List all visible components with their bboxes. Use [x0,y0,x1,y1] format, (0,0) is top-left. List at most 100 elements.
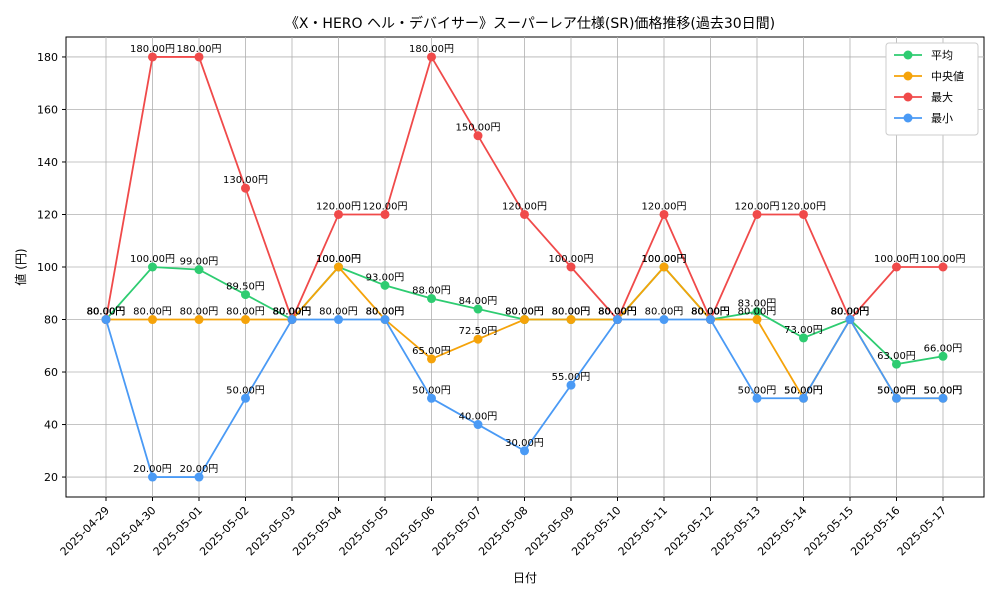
data-label: 80.00円 [273,307,312,318]
data-point [520,446,529,456]
data-label: 83.00円 [738,299,777,310]
y-tick-label: 40 [44,419,58,432]
y-axis-title: 値 (円) [13,248,28,285]
data-point [427,354,436,364]
data-label: 80.00円 [552,307,591,318]
series-layer [101,52,948,482]
legend-label: 中央値 [931,70,964,83]
data-point [148,52,157,62]
x-axis: 2025-04-292025-04-302025-05-012025-05-02… [58,497,949,558]
data-label: 80.00円 [738,307,777,318]
data-point [892,359,901,369]
data-point [892,393,901,403]
data-label: 80.00円 [831,307,870,318]
data-point [148,262,157,272]
legend-marker [903,71,913,81]
data-point [148,472,157,482]
data-label: 65.00円 [412,346,451,357]
data-label: 100.00円 [874,254,919,265]
data-label-layer: 80.00円 100.00円 99.00円 89.50円 80.00円 100.00円 93… [87,44,966,475]
data-point [473,334,483,344]
data-label: 120.00円 [363,201,408,212]
y-axis: 20 40 60 80 100 120 140 160 180 [37,51,66,484]
data-label: 100.00円 [549,254,594,265]
data-label: 100.00円 [316,254,361,265]
data-label: 100.00円 [921,254,966,265]
data-point [380,315,390,325]
data-point [938,393,948,403]
data-label: 66.00円 [924,343,963,354]
data-label: 50.00円 [877,385,916,396]
data-label: 80.00円 [87,307,126,318]
legend-marker [903,50,913,60]
data-point [659,315,669,325]
data-label: 100.00円 [642,254,687,265]
data-label: 80.00円 [319,307,358,318]
data-label: 80.00円 [645,307,684,318]
data-label: 80.00円 [831,307,870,318]
data-label: 80.00円 [87,307,126,318]
data-point [334,315,343,325]
data-point [845,315,855,325]
data-label: 130.00円 [223,175,268,186]
data-label: 72.50円 [459,326,498,337]
data-point [566,315,576,325]
y-tick-label: 20 [44,471,58,484]
x-tick-label: 2025-05-17 [895,504,949,558]
data-point [427,294,436,304]
data-label: 80.00円 [180,307,219,318]
data-point [566,380,576,390]
data-label: 99.00円 [180,257,219,268]
data-label: 80.00円 [133,307,172,318]
data-point [752,315,762,325]
data-point [752,307,762,317]
data-label: 80.00円 [831,307,870,318]
data-point [799,333,808,343]
y-tick-label: 60 [44,366,58,379]
data-label: 80.00円 [505,307,544,318]
legend-box [885,42,979,136]
y-tick-label: 120 [37,208,58,221]
data-point [287,315,297,325]
data-label: 50.00円 [924,385,963,396]
legend-label: 平均 [931,49,953,62]
data-point [148,315,157,325]
data-point [706,315,715,325]
data-point [194,265,204,275]
data-label: 50.00円 [738,385,777,396]
data-label: 50.00円 [784,385,823,396]
data-point [241,393,250,403]
data-label: 180.00円 [409,44,454,55]
data-point [334,262,343,272]
data-label: 84.00円 [459,296,498,307]
data-label: 50.00円 [226,385,265,396]
x-axis-title: 日付 [513,571,537,585]
data-label: 50.00円 [924,385,963,396]
data-label: 120.00円 [316,201,361,212]
data-label: 80.00円 [691,307,730,318]
data-point [473,131,483,141]
data-point [566,262,576,272]
data-point [194,472,204,482]
data-label: 180.00円 [177,44,222,55]
chart-title: 《X・HERO ヘル・デバイサー》スーパーレア仕様(SR)価格推移(過去30日間… [285,15,775,32]
y-tick-label: 80 [44,314,58,327]
data-point [799,209,808,219]
data-label: 120.00円 [781,201,826,212]
y-tick-label: 180 [37,51,58,64]
data-label: 150.00円 [456,123,501,134]
data-label: 100.00円 [130,254,175,265]
data-label: 80.00円 [831,307,870,318]
legend-label: 最小 [931,112,953,125]
data-point [520,315,529,325]
data-point [427,52,436,62]
data-label: 50.00円 [784,385,823,396]
data-point [473,420,483,430]
data-point [380,209,390,219]
data-point [520,209,529,219]
data-point [938,351,948,361]
data-label: 80.00円 [505,307,544,318]
data-label: 80.00円 [226,307,265,318]
data-label: 50.00円 [412,385,451,396]
